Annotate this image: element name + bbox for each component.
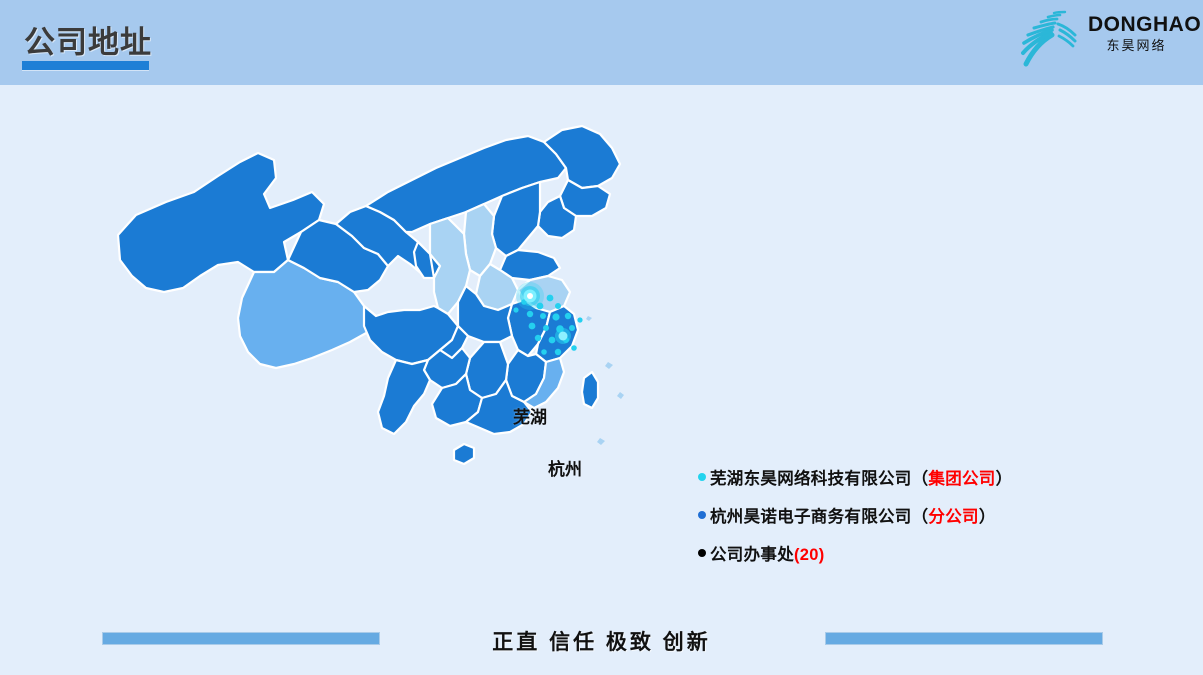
island-dot-3: [597, 438, 605, 445]
legend-item-offices: 公司办事处(20): [698, 534, 1118, 572]
china-map-svg: [116, 124, 624, 466]
office-marker-dot: [577, 317, 583, 323]
island-dot-1: [605, 362, 613, 369]
province-inner-mongolia: [364, 134, 568, 234]
province-fujian: [522, 356, 566, 410]
office-marker-dot: [569, 325, 575, 331]
office-marker-dot: [548, 336, 556, 344]
office-marker-dot: [543, 325, 549, 331]
island-dot-2: [617, 392, 624, 399]
footer-bar-left: [102, 632, 380, 645]
legend-label: 公司办事处(20): [710, 546, 825, 564]
legend-label: 芜湖东昊网络科技有限公司（集团公司）: [710, 470, 1013, 488]
office-marker-dot: [564, 312, 572, 320]
office-legend: 芜湖东昊网络科技有限公司（集团公司） 杭州昊诺电子商务有限公司（分公司） 公司办…: [698, 458, 1118, 572]
legend-dot-cyan: [698, 473, 706, 481]
office-marker-dot: [546, 294, 554, 302]
province-hainan: [452, 442, 476, 466]
province-liaoning: [536, 194, 578, 240]
office-marker-dot: [534, 334, 542, 342]
legend-item-group-company: 芜湖东昊网络科技有限公司（集团公司）: [698, 458, 1118, 496]
office-marker-dot: [536, 302, 544, 310]
province-ningxia: [412, 240, 436, 280]
province-heilongjiang: [542, 124, 622, 190]
logo-brand-subname: 东昊网络: [1106, 38, 1167, 53]
map-label-hangzhou: 杭州: [548, 460, 582, 479]
footer-bar-right: [825, 632, 1103, 645]
china-map-container: 芜湖 杭州: [88, 120, 708, 620]
office-marker-dot: [552, 313, 560, 321]
slide-header: 公司地址 DONGHAO: [0, 0, 1203, 85]
legend-item-branch-company: 杭州昊诺电子商务有限公司（分公司）: [698, 496, 1118, 534]
province-taiwan: [580, 370, 600, 410]
title-underline: [22, 61, 149, 70]
map-label-wuhu: 芜湖: [513, 408, 547, 427]
province-guangdong: [464, 378, 534, 436]
province-shaanxi: [428, 216, 472, 316]
footer-slogan: 正直 信任 极致 创新: [492, 631, 711, 654]
logo-brand-name: DONGHAO: [1088, 13, 1202, 36]
legend-label: 杭州昊诺电子商务有限公司（分公司）: [710, 508, 996, 526]
office-marker-dot: [571, 345, 577, 351]
legend-dot-black: [698, 549, 706, 557]
island-dot-4: [586, 316, 592, 321]
office-marker-dot: [555, 303, 561, 309]
office-marker-dot: [554, 348, 562, 356]
hangzhou-marker: [555, 328, 571, 344]
legend-dot-blue: [698, 511, 706, 519]
office-marker-dot: [541, 349, 547, 355]
donghao-wing-logo-icon: [1018, 8, 1088, 68]
page-title: 公司地址: [24, 25, 152, 60]
logo-text-block: DONGHAO 东昊网络: [1088, 13, 1202, 55]
wuhu-marker: [516, 282, 544, 310]
office-marker-dot: [540, 313, 546, 319]
office-marker-dot: [526, 310, 534, 318]
office-marker-dot: [528, 322, 536, 330]
province-yunnan: [376, 358, 432, 436]
company-logo: DONGHAO 东昊网络: [1018, 8, 1202, 70]
office-marker-dot: [513, 307, 519, 313]
